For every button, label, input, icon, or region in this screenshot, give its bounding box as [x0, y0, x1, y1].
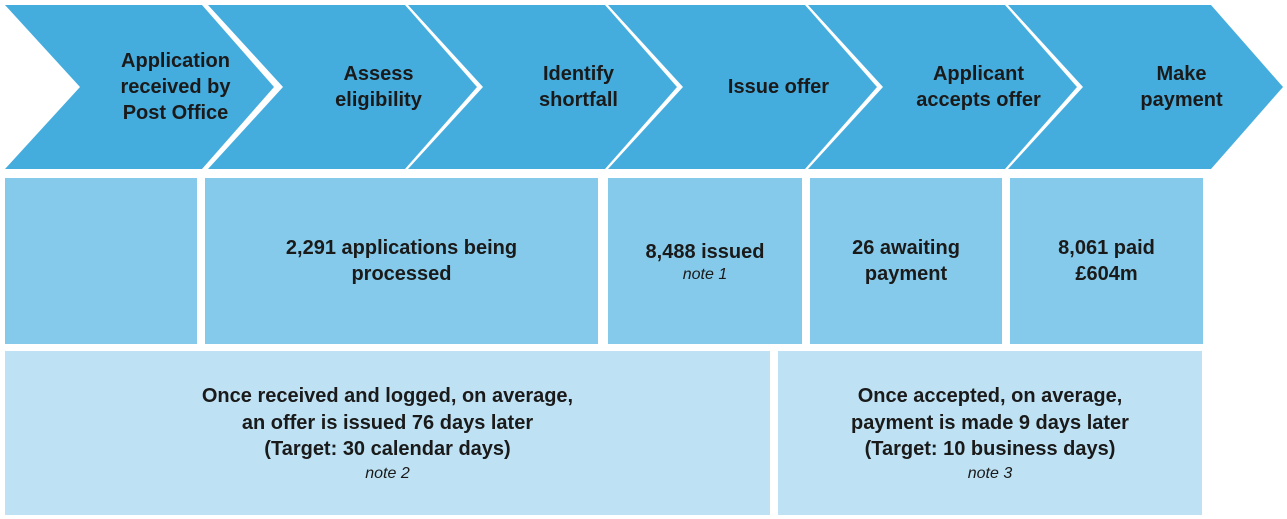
note-ref-2: note 2 — [365, 464, 410, 482]
stat-box-awaiting-payment: 26 awaiting payment — [810, 178, 1002, 344]
note-box-payment-timing: Once accepted, on average, payment is ma… — [778, 351, 1202, 515]
step-label-application-received: Application received by Post Office — [120, 50, 231, 124]
stat-box-paid: 8,061 paid £604m — [1010, 178, 1203, 344]
note-text-payment-timing: Once accepted, on average, payment is ma… — [851, 385, 1129, 461]
step-label-assess-eligibility: Assess eligibility — [335, 63, 422, 111]
step-label-issue-offer: Issue offer — [727, 76, 830, 98]
stat-note-1: note 1 — [682, 265, 728, 283]
step-label-make-payment: Make payment — [1140, 63, 1223, 111]
step-label-identify-shortfall: Identify shortfall — [539, 63, 618, 111]
note-text-offer-timing: Once received and logged, on average, an… — [201, 385, 574, 461]
stat-box-applications-processing: 2,291 applications being processed — [205, 178, 598, 344]
stat-text-offers-issued: 8,488 issued — [645, 240, 765, 263]
stat-text-applications-processing: 2,291 applications being processed — [285, 237, 518, 285]
note-box-offer-timing: Once received and logged, on average, an… — [5, 351, 770, 515]
stat-box-offers-issued: 8,488 issued note 1 — [608, 178, 802, 344]
step-label-applicant-accepts-offer: Applicant accepts offer — [916, 63, 1041, 111]
note-ref-3: note 3 — [967, 464, 1013, 482]
stat-box-received-empty — [5, 178, 197, 344]
stat-text-awaiting-payment: 26 awaiting payment — [852, 237, 960, 285]
stat-text-paid: 8,061 paid £604m — [1058, 237, 1155, 285]
